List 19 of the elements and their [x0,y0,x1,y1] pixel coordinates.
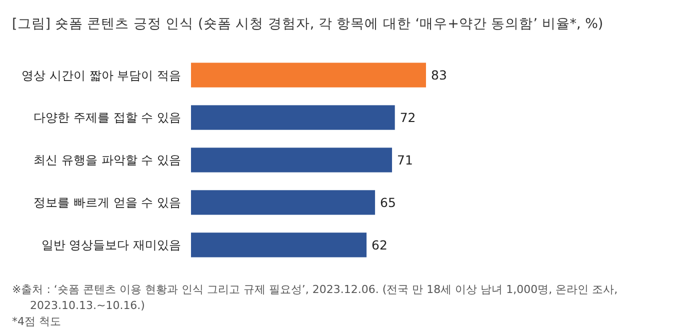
data-label: 71 [397,152,413,168]
text: ※출처 : ‘숏폼 콘텐츠 이용 현황과 인식 그리고 규제 필요성’, 2023.12.06. (전국 만 18세 이상 남녀 1,000명, 온라인 조사, [12,283,618,296]
bar [191,148,392,172]
bar [191,62,426,88]
y-tick-label: 최신 유행을 파악할 수 있음 [34,153,181,168]
y-tick-label: 다양한 주제를 접할 수 있음 [34,110,181,125]
data-label: 72 [400,110,416,125]
data-label: 62 [372,237,388,252]
text: 2023.10.13.~10.16.) [30,299,145,312]
bar [191,232,367,258]
chart-title: [그림] 숏폼 콘텐츠 긍정 인식 (숏폼 시청 경험자, 각 항목에 대한 ‘매우+약간 동의함’ 비율*, %) [12,16,604,32]
y-tick-label: 일반 영상들보다 재미있음 [41,238,181,252]
text: *4점 척도 [12,315,61,328]
data-label: 83 [431,67,447,82]
data-label: 65 [380,194,396,210]
bar [191,105,395,130]
y-tick-label: 정보를 빠르게 얻을 수 있음 [34,196,181,210]
y-tick-label: 영상 시간이 짧아 부담이 적음 [22,68,181,82]
bar [191,190,376,215]
